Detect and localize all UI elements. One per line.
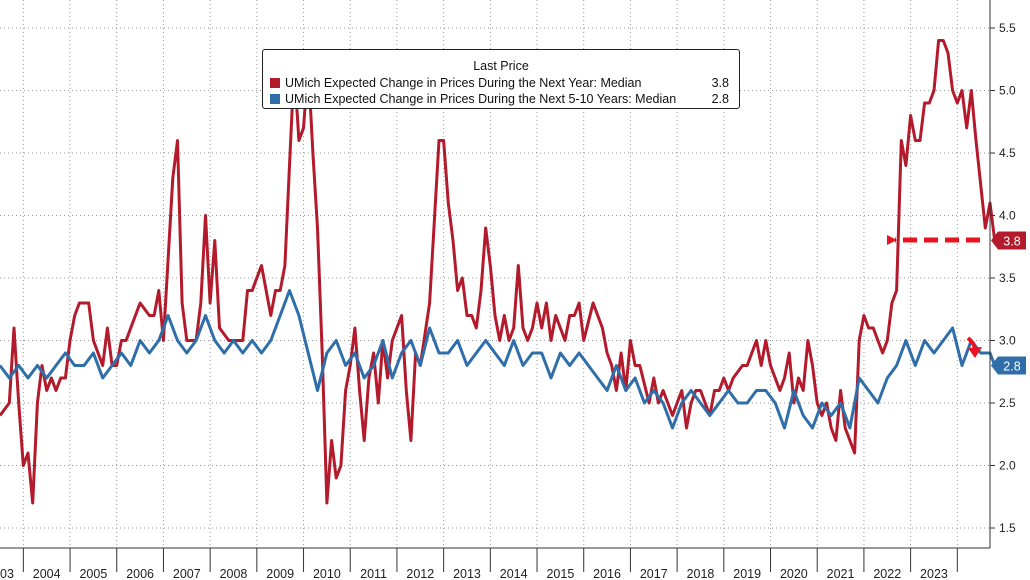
- x-tick-label: 2017: [640, 567, 668, 580]
- x-tick-label: 2003: [0, 567, 14, 580]
- x-tick-label: 2014: [500, 567, 528, 580]
- y-tick-label: 3.0: [999, 334, 1016, 348]
- y-tick-label: 4.0: [999, 209, 1016, 223]
- x-tick-label: 2004: [33, 567, 61, 580]
- x-tick-label: 2011: [360, 567, 387, 580]
- legend-box: Last Price UMich Expected Change in Pric…: [262, 49, 740, 109]
- x-tick-label: 2007: [173, 567, 201, 580]
- last-value-label: 3.8: [1003, 235, 1020, 249]
- x-tick-label: 2022: [873, 567, 901, 580]
- legend-title: Last Price: [473, 59, 529, 73]
- y-tick-label: 2.5: [999, 396, 1016, 410]
- y-tick-label: 2.0: [999, 459, 1016, 473]
- y-tick-label: 5.5: [999, 21, 1016, 35]
- legend-entry: UMich Expected Change in Prices During t…: [270, 91, 729, 107]
- last-value-tag-red: 3.8: [991, 231, 1026, 250]
- y-tick-label: 4.5: [999, 146, 1016, 160]
- x-tick-label: 2010: [313, 567, 341, 580]
- series-line-blue: [0, 289, 997, 430]
- x-tick-label: 2008: [220, 567, 248, 580]
- small-arrow-head: [968, 347, 982, 358]
- y-tick-label: 1.5: [999, 521, 1016, 535]
- y-tick-label: 5.0: [999, 84, 1016, 98]
- legend-entry-name: UMich Expected Change in Prices During t…: [285, 76, 642, 90]
- x-tick-label: 2015: [546, 567, 574, 580]
- legend-entry-value: 3.8: [711, 76, 729, 90]
- last-value-tag-bg: [991, 231, 1026, 250]
- legend-entry: UMich Expected Change in Prices During t…: [270, 75, 729, 91]
- legend-entry-value: 2.8: [711, 92, 729, 106]
- x-tick-label: 2021: [827, 567, 855, 580]
- x-tick-label: 2006: [126, 567, 154, 580]
- legend-swatch-red: [270, 78, 280, 88]
- legend-entry-name: UMich Expected Change in Prices During t…: [285, 92, 677, 106]
- x-tick-label: 2016: [593, 567, 621, 580]
- x-tick-label: 2009: [266, 567, 294, 580]
- last-value-tag-bg: [991, 356, 1026, 375]
- y-tick-label: 3.5: [999, 271, 1016, 285]
- series-line-red: [0, 39, 997, 505]
- x-tick-label: 2020: [780, 567, 808, 580]
- x-tick-label: 2019: [733, 567, 761, 580]
- x-tick-label: 2005: [79, 567, 107, 580]
- last-value-tag-blue: 2.8: [991, 356, 1026, 375]
- x-tick-label: 2023: [920, 567, 948, 580]
- x-tick-label: 2013: [453, 567, 481, 580]
- last-value-label: 2.8: [1003, 360, 1020, 374]
- x-tick-label: 2018: [687, 567, 715, 580]
- x-tick-label: 2012: [406, 567, 434, 580]
- legend-swatch-blue: [270, 94, 280, 104]
